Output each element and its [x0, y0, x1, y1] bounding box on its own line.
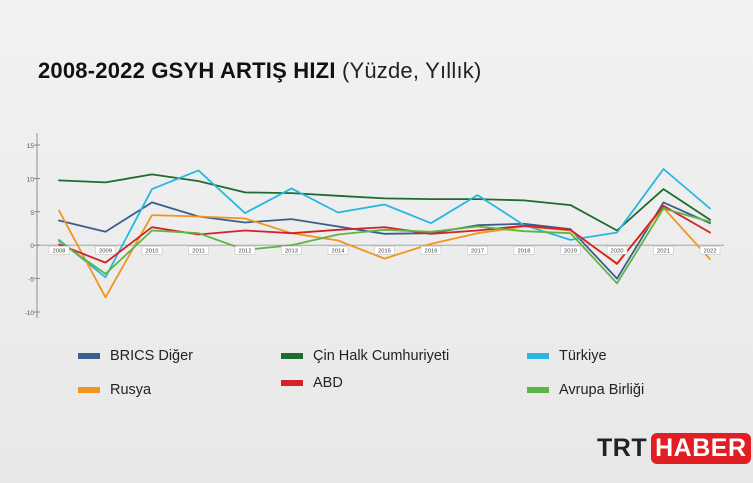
legend-item: Avrupa Birliği [527, 382, 644, 398]
legend-item: Türkiye [527, 348, 607, 364]
y-tick-label: 5 [30, 210, 34, 217]
x-tick-box [234, 245, 256, 255]
x-tick-label: 2011 [192, 249, 204, 255]
chart-title: 2008-2022 GSYH ARTIŞ HIZI (Yüzde, Yıllık… [38, 58, 482, 84]
x-tick-box [606, 245, 628, 255]
y-tick-label: -5 [28, 277, 34, 284]
legend-label: ABD [313, 375, 343, 391]
y-tick-label: 15 [27, 143, 35, 150]
y-tick-label: 0 [30, 243, 34, 250]
trt-haber-logo: TRT HABER [597, 433, 751, 464]
legend-swatch [527, 387, 549, 393]
chart-title-suffix: (Yüzde, Yıllık) [341, 58, 482, 83]
x-tick-label: 2021 [657, 249, 670, 255]
x-tick-box [420, 245, 442, 255]
x-tick-label: 2016 [425, 249, 438, 255]
x-tick-label: 2008 [53, 249, 66, 255]
legend-swatch [281, 353, 303, 359]
legend-item: Çin Halk Cumhuriyeti [281, 348, 449, 364]
x-tick-box [141, 245, 163, 255]
legend-swatch [281, 380, 303, 386]
x-tick-box [560, 245, 581, 255]
x-tick-label: 2010 [146, 249, 159, 255]
x-tick-box [653, 245, 674, 255]
legend-label: Türkiye [559, 348, 607, 364]
series-line [58, 207, 711, 285]
legend-swatch [78, 353, 100, 359]
x-tick-label: 2014 [332, 249, 346, 255]
series-line [58, 173, 711, 232]
logo-trt: TRT [597, 434, 648, 462]
x-tick-label: 2012 [239, 249, 252, 255]
x-tick-label: 2019 [564, 249, 577, 255]
x-tick-box [327, 245, 349, 255]
legend-item: Rusya [78, 382, 151, 398]
x-tick-label: 2015 [378, 249, 391, 255]
x-tick-label: 2013 [285, 249, 298, 255]
legend-label: Çin Halk Cumhuriyeti [313, 348, 450, 364]
x-tick-box [699, 245, 721, 255]
x-tick-box [374, 245, 395, 255]
x-tick-box [95, 245, 116, 255]
legend-item: BRICS Diğer [78, 348, 193, 364]
series-line [58, 201, 711, 280]
legend-label: BRICS Diğer [110, 348, 193, 364]
x-tick-box [281, 245, 302, 255]
legend-label: Rusya [110, 382, 152, 398]
series-line [58, 204, 711, 265]
legend-swatch [527, 353, 549, 359]
x-tick-label: 2009 [99, 249, 112, 255]
series-line [58, 168, 711, 279]
x-tick-box [467, 245, 488, 255]
y-tick-label: 10 [27, 176, 35, 183]
x-tick-box [513, 245, 535, 255]
chart-title-main: 2008-2022 GSYH ARTIŞ HIZI [38, 58, 336, 83]
x-tick-box [188, 245, 209, 255]
legend-item: ABD [281, 375, 343, 391]
legend-swatch [78, 387, 100, 393]
x-tick-label: 2018 [518, 249, 531, 255]
x-tick-box [48, 245, 70, 255]
legend-label: Avrupa Birliği [559, 382, 645, 398]
y-tick-label: -10 [25, 310, 35, 317]
logo-haber: HABER [651, 433, 751, 464]
x-tick-label: 2022 [704, 249, 717, 255]
x-tick-label: 2020 [611, 249, 624, 255]
x-tick-label: 2017 [471, 249, 484, 255]
